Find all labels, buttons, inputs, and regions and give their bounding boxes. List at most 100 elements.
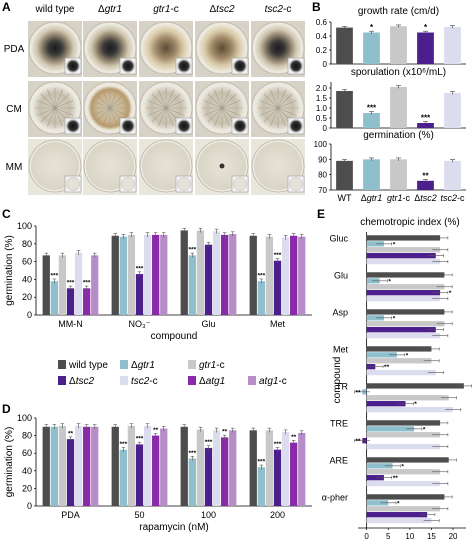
- colony-ridge: [277, 107, 286, 127]
- bar: [249, 430, 257, 506]
- bar: [417, 123, 434, 128]
- colony-ridge: [36, 100, 56, 109]
- panel-letter-d: D: [2, 402, 11, 416]
- significance-mark: ***: [189, 247, 197, 254]
- panel-letter-a: A: [2, 0, 11, 14]
- medium-label: PDA: [4, 44, 25, 55]
- category-label: TRE: [330, 418, 348, 428]
- colony-ridge: [165, 107, 185, 116]
- bar: [249, 235, 257, 315]
- significance-mark: *: [388, 278, 391, 285]
- inset-colony: [66, 59, 80, 73]
- legend-label: Δtsc2: [69, 376, 94, 387]
- significance-mark: ***: [258, 272, 266, 279]
- colony-ridge: [109, 107, 129, 116]
- bar: [336, 160, 353, 190]
- bar: [273, 449, 282, 506]
- significance-mark: ***: [205, 439, 213, 446]
- y-axis-label: germination (%): [4, 427, 15, 498]
- bar: [366, 272, 445, 278]
- category-label: MM-N: [58, 319, 83, 329]
- bar: [444, 26, 461, 64]
- legend-swatch: [188, 376, 196, 385]
- legend-label: atg1-c: [259, 376, 287, 387]
- significance-mark: ***: [189, 450, 197, 457]
- colony-ridge: [165, 107, 174, 127]
- category-label: Glu: [201, 319, 215, 329]
- colony-ridge: [151, 107, 167, 123]
- bar: [366, 253, 436, 259]
- colony-ridge: [221, 93, 237, 109]
- bar: [91, 255, 99, 315]
- bar: [417, 32, 434, 64]
- x-tick-label: tsc2-c: [440, 193, 465, 203]
- bar: [281, 432, 290, 506]
- colony-ridge: [277, 89, 286, 109]
- significance-mark: ***: [120, 441, 128, 448]
- bar: [366, 457, 449, 463]
- bar: [229, 234, 237, 315]
- colony-ridge: [165, 89, 174, 109]
- tick-label: 0.5: [316, 114, 328, 123]
- bar: [127, 234, 136, 315]
- legend-swatch: [120, 360, 128, 369]
- bar: [42, 426, 50, 506]
- inset-colony: [121, 119, 135, 133]
- tick-label: 100: [17, 221, 32, 231]
- significance-mark: ***: [67, 280, 75, 287]
- category-label: TR: [336, 381, 348, 391]
- colony-ridge: [47, 89, 56, 109]
- tick-label: 15: [427, 532, 436, 541]
- bar: [366, 401, 406, 407]
- tick-label: 70: [318, 186, 327, 195]
- inset-colony: [66, 177, 80, 191]
- category-label: Asp: [332, 307, 348, 317]
- bar: [444, 93, 461, 128]
- colony-ridge: [214, 107, 223, 127]
- bar: [366, 309, 445, 315]
- colony-ridge: [214, 89, 223, 109]
- tick-label: 0: [323, 124, 328, 133]
- colony-ridge: [259, 100, 279, 109]
- significance-mark: **: [393, 475, 399, 482]
- tick-label: 1.5: [316, 94, 328, 103]
- bar: [221, 437, 229, 506]
- bar: [152, 435, 160, 506]
- bar: [366, 506, 441, 512]
- bar: [366, 426, 415, 432]
- significance-mark: **: [291, 434, 297, 441]
- tick-label: 80: [22, 239, 32, 249]
- bar: [160, 428, 168, 506]
- bar: [204, 244, 213, 315]
- bar: [196, 429, 205, 506]
- category-label: 100: [201, 510, 216, 520]
- colony-ridge: [165, 93, 181, 109]
- colony-ridge: [102, 107, 111, 127]
- tick-label: 1.0: [316, 104, 328, 113]
- x-axis-label: compound: [151, 331, 198, 342]
- bar: [111, 235, 119, 315]
- tick-label: 0.4: [316, 32, 328, 41]
- bar: [66, 439, 75, 506]
- bar: [336, 91, 353, 128]
- significance-mark: *: [449, 290, 452, 297]
- inset-colony: [233, 59, 247, 73]
- colony-ridge: [109, 89, 118, 109]
- bar: [290, 442, 298, 506]
- tick-label: 0: [27, 310, 32, 320]
- chart-title: chemotropic index (%): [360, 217, 459, 228]
- strain-label: tsc2-c: [265, 4, 292, 15]
- bar: [366, 235, 441, 241]
- bar: [257, 467, 265, 506]
- colony-ridge: [40, 107, 56, 123]
- inset-colony: [121, 59, 135, 73]
- colony-ridge: [109, 100, 129, 109]
- legend-swatch: [188, 360, 196, 369]
- bar: [366, 258, 441, 265]
- significance-mark: ***: [258, 459, 266, 466]
- bar: [366, 480, 441, 487]
- bar: [74, 425, 83, 506]
- bar: [363, 32, 380, 64]
